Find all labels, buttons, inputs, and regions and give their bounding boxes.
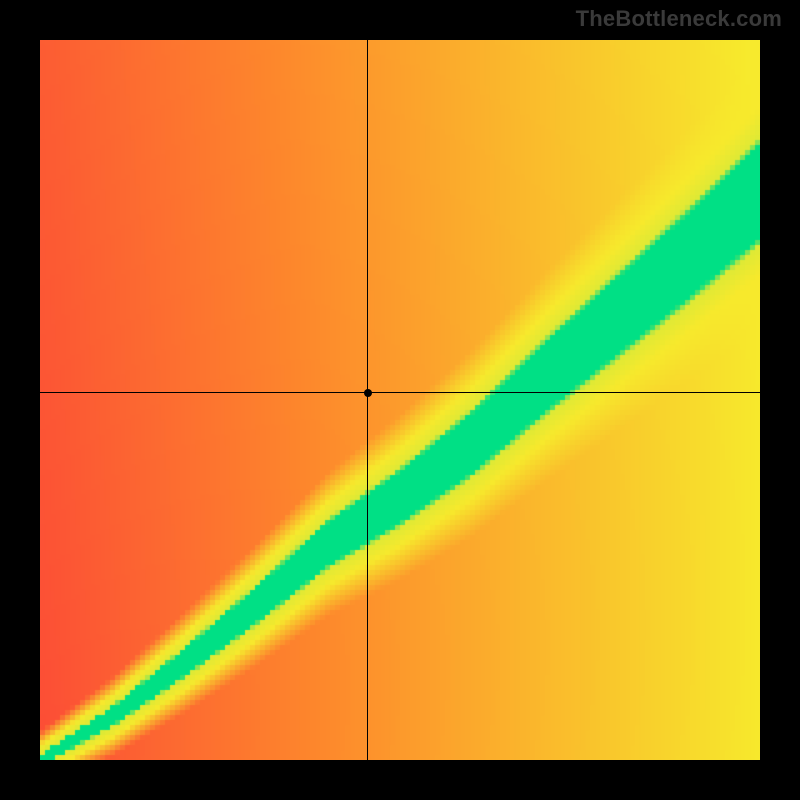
heatmap-canvas: [40, 40, 760, 760]
watermark-text: TheBottleneck.com: [576, 6, 782, 32]
crosshair-horizontal: [40, 392, 760, 393]
crosshair-vertical: [367, 40, 368, 760]
data-point-marker: [364, 389, 372, 397]
heatmap-plot: [40, 40, 760, 760]
